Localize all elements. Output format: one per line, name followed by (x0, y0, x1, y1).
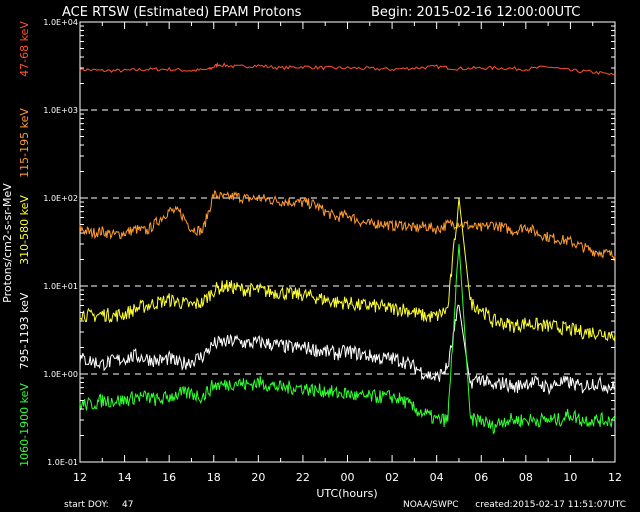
series-line (79, 197, 616, 342)
channel-labels: 47-68 keV 115-195 keV 310-580 keV 795-1193 … (18, 21, 31, 467)
agency-label: NOAA/SWPC (403, 500, 459, 510)
channel-label: 115-195 keV (18, 108, 31, 178)
x-tick-label: 12 (73, 471, 87, 484)
x-tick-label: 10 (563, 471, 577, 484)
x-tick-label: 18 (207, 471, 221, 484)
channel-label: 310-580 keV (18, 195, 31, 265)
channel-label: 1060-1900 keV (18, 383, 31, 467)
y-tick-label: 1.0E+03 (43, 106, 78, 115)
x-tick-label: 02 (385, 471, 399, 484)
x-tick-label: 22 (296, 471, 310, 484)
y-tick-label: 1.0E-01 (47, 458, 78, 467)
channel-label: 795-1193 keV (18, 292, 31, 369)
y-tick-label: 1.0E+04 (43, 18, 78, 27)
series-line (79, 189, 616, 261)
created-timestamp: created:2015-02-17 11:51:07UTC (475, 500, 626, 510)
start-doy-label: start DOY: (64, 500, 109, 510)
x-tick-label: 12 (608, 471, 622, 484)
series-layer (79, 61, 616, 435)
x-tick-label: 04 (430, 471, 444, 484)
y-axis: 1.0E-01 1.0E+00 1.0E+01 1.0E+02 1.0E+03 1.0E+… (43, 18, 615, 467)
gridlines (80, 109, 615, 375)
begin-time: Begin: 2015-02-16 12:00:00UTC (371, 5, 580, 20)
x-axis: 12 14 16 18 20 22 00 02 04 06 08 10 12 (73, 22, 622, 484)
x-tick-label: 16 (162, 471, 176, 484)
start-doy-value: 47 (122, 500, 133, 510)
x-axis-label: UTC(hours) (316, 487, 377, 500)
y-tick-label: 1.0E+00 (43, 370, 78, 379)
x-tick-label: 00 (341, 471, 355, 484)
x-tick-label: 08 (519, 471, 533, 484)
channel-label: 47-68 keV (18, 21, 31, 77)
y-tick-label: 1.0E+02 (43, 194, 78, 203)
x-tick-label: 14 (118, 471, 132, 484)
series-line (79, 61, 616, 76)
y-tick-label: 1.0E+01 (43, 282, 78, 291)
chart-title: ACE RTSW (Estimated) EPAM Protons (62, 5, 302, 20)
series-line (79, 304, 616, 396)
plot-frame (79, 21, 616, 463)
x-tick-label: 20 (251, 471, 265, 484)
y-axis-label: Protons/cm2-s-sr-MeV (1, 183, 14, 303)
x-tick-label: 06 (474, 471, 488, 484)
series-line (79, 243, 616, 435)
